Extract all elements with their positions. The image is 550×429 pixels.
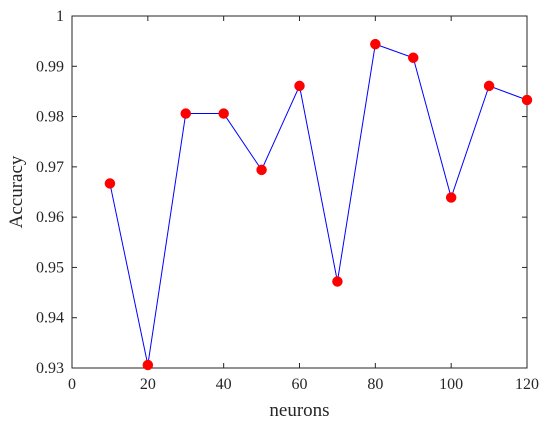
plot-area: [71, 15, 528, 369]
y-tick-label: 0.98: [36, 109, 64, 126]
data-point: [370, 38, 381, 50]
series-layer: [104, 38, 533, 371]
data-point: [483, 80, 495, 92]
x-tick-label: 0: [68, 376, 76, 393]
data-point: [218, 108, 229, 119]
data-point: [142, 359, 154, 371]
x-axis-label: neurons: [269, 400, 329, 421]
data-point: [104, 178, 116, 189]
x-tick-label: 60: [292, 376, 308, 393]
x-tick-label: 40: [216, 376, 232, 393]
data-point: [256, 164, 267, 176]
y-axis-ticks: 0.93 0.94 0.95 0.96 0.97 0.98 0.99 1: [36, 8, 527, 377]
data-point: [332, 276, 343, 287]
y-tick-label: 0.99: [36, 58, 64, 75]
y-tick-label: 0.93: [36, 360, 64, 377]
series-line: [109, 43, 528, 366]
data-point: [294, 80, 305, 92]
y-tick-label: 0.96: [36, 209, 64, 226]
x-axis-ticks: 0 20 40 60 80 100 120: [68, 16, 539, 393]
data-point: [521, 94, 533, 106]
y-tick-label: 0.97: [36, 159, 64, 176]
y-axis-label: Accuracy: [6, 155, 27, 228]
x-tick-label: 20: [140, 376, 156, 393]
y-tick-label: 0.95: [36, 259, 64, 276]
y-tick-label: 1: [56, 8, 64, 25]
x-tick-label: 100: [439, 376, 463, 393]
data-point: [180, 108, 191, 119]
x-tick-label: 80: [367, 376, 383, 393]
x-tick-label: 120: [515, 376, 539, 393]
y-tick-label: 0.94: [36, 310, 64, 327]
data-point: [408, 52, 419, 63]
data-point: [445, 192, 457, 203]
